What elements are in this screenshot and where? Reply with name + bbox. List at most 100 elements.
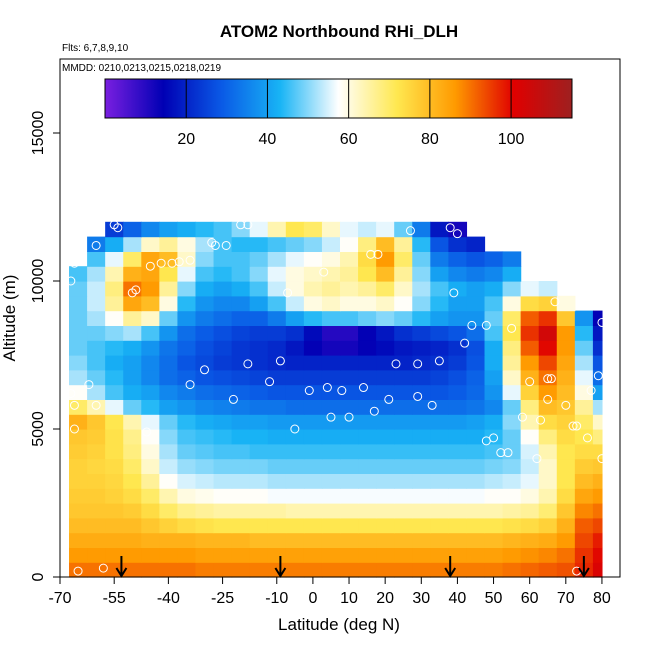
heat-cell <box>538 473 558 489</box>
heat-cell <box>231 503 251 519</box>
chart-title: ATOM2 Northbound RHi_DLH <box>220 22 458 41</box>
heat-cell <box>358 266 377 282</box>
observation-marker <box>467 320 477 330</box>
heat-cell <box>358 399 377 415</box>
heat-cell <box>538 414 558 430</box>
heat-cell <box>394 503 413 519</box>
heat-cell <box>502 384 522 400</box>
heat-cell <box>231 325 251 341</box>
heat-cell <box>249 399 269 415</box>
heat-cell <box>574 310 594 326</box>
heat-cell <box>177 221 197 238</box>
observation-marker <box>358 383 368 393</box>
observation-marker <box>131 285 141 295</box>
heat-cell <box>177 369 197 386</box>
heat-cell <box>231 310 251 326</box>
heat-cell <box>159 517 179 534</box>
heat-cell <box>231 399 251 415</box>
heat-cell <box>340 266 359 282</box>
heat-cell <box>520 443 540 460</box>
heat-cell <box>520 325 540 341</box>
heat-cell <box>249 473 269 489</box>
heat-cell <box>358 503 377 519</box>
heat-cell <box>213 414 233 430</box>
heat-cell <box>123 384 142 400</box>
heat-cell <box>556 340 576 356</box>
heat-cell <box>159 295 179 312</box>
observation-marker <box>156 258 166 268</box>
heat-cell <box>69 547 88 563</box>
heat-cell <box>556 369 576 386</box>
heat-cell <box>520 295 540 312</box>
heat-cell <box>195 547 215 563</box>
heat-cell <box>448 281 468 297</box>
observation-marker <box>210 240 220 250</box>
heat-cell <box>159 532 179 548</box>
observation-marker <box>366 249 376 259</box>
heat-cell <box>448 547 468 563</box>
heat-cell <box>466 488 486 504</box>
heat-cell <box>159 266 179 282</box>
heat-cell <box>267 517 287 534</box>
heat-cell <box>141 325 160 341</box>
heat-cell <box>69 340 88 356</box>
observation-marker <box>561 400 571 410</box>
heat-cell <box>159 488 179 504</box>
heat-cell <box>466 281 486 297</box>
heat-cell <box>538 443 558 460</box>
heat-cell <box>340 473 359 489</box>
heat-cell <box>484 503 504 519</box>
heat-cell <box>321 384 341 400</box>
x-tick-label: 50 <box>485 590 503 607</box>
down-arrow-head <box>578 567 590 578</box>
heat-cell <box>87 236 106 252</box>
heat-cell <box>105 414 124 430</box>
heat-cell <box>448 532 468 548</box>
heat-cell <box>87 295 106 312</box>
heat-cell <box>267 414 287 430</box>
heat-cell <box>267 547 287 563</box>
heat-cell <box>177 295 197 312</box>
heat-cell <box>412 503 431 519</box>
heat-cell <box>321 503 341 519</box>
observation-marker <box>66 276 76 286</box>
heat-cell <box>538 458 558 474</box>
heat-cell <box>520 399 540 415</box>
observation-marker <box>405 226 415 236</box>
heat-cell <box>159 443 179 460</box>
heat-cell <box>502 503 522 519</box>
heat-cell <box>105 251 124 267</box>
heat-cell <box>87 251 106 267</box>
heat-cell <box>267 488 287 504</box>
heat-cell <box>159 310 179 326</box>
heat-cell <box>285 384 305 400</box>
heat-cell <box>376 414 395 430</box>
heat-cell <box>538 340 558 356</box>
heat-cell <box>448 295 468 312</box>
heat-cell <box>394 488 413 504</box>
heat-cell <box>448 325 468 341</box>
heat-cell <box>321 562 341 578</box>
heat-cell <box>484 547 504 563</box>
heat-cell <box>321 236 341 252</box>
heat-cell <box>123 429 142 445</box>
observation-marker <box>507 323 517 333</box>
x-tick-label: -55 <box>103 590 126 607</box>
x-tick-label: 30 <box>412 590 430 607</box>
heat-cell <box>376 295 395 312</box>
heat-cell <box>123 473 142 489</box>
heat-cell <box>556 355 576 371</box>
heat-cell <box>484 384 504 400</box>
heat-cell <box>538 488 558 504</box>
heat-cell <box>520 488 540 504</box>
y-tick-label: 15000 <box>30 111 47 156</box>
heat-cell <box>285 369 305 386</box>
heat-cell <box>69 458 88 474</box>
heat-cell <box>141 236 160 252</box>
heat-cell <box>520 414 540 430</box>
heat-cell <box>430 369 449 386</box>
heat-cell <box>267 532 287 548</box>
heat-cell <box>574 355 594 371</box>
heat-cell <box>394 384 413 400</box>
